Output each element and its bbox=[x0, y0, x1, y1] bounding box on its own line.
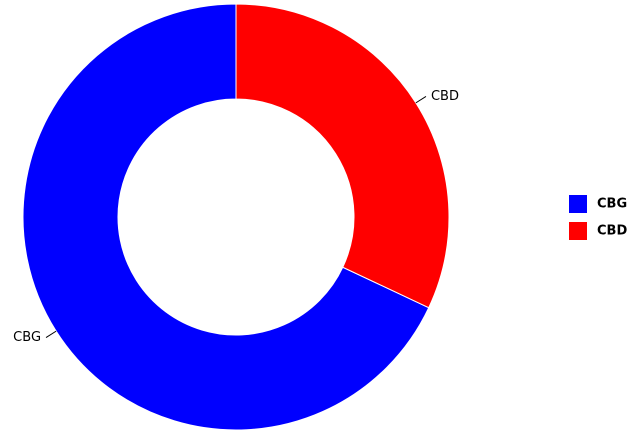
slice-label: CBD bbox=[431, 89, 459, 104]
legend-label: CBG bbox=[597, 197, 627, 212]
leader-line bbox=[415, 96, 427, 104]
legend-label: CBD bbox=[597, 224, 627, 239]
donut-slice bbox=[22, 3, 430, 431]
leader-line bbox=[45, 330, 57, 338]
legend-swatch bbox=[569, 195, 587, 213]
legend-swatch bbox=[569, 222, 587, 240]
donut-slice bbox=[235, 3, 450, 309]
slice-label: CBG bbox=[13, 330, 41, 345]
